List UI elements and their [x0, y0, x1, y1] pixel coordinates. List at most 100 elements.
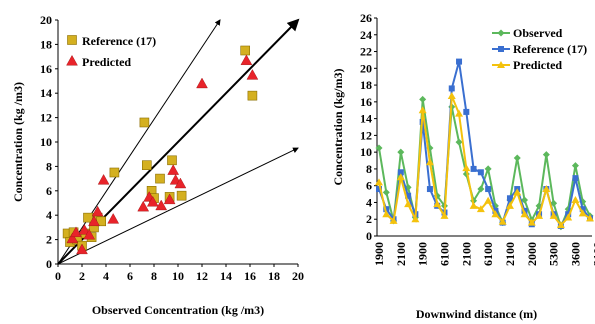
reference-point	[376, 186, 382, 193]
observed-point	[542, 151, 550, 159]
y-tick-label: 20	[40, 13, 52, 27]
legend-diamond-icon	[497, 29, 505, 37]
reference-point	[240, 45, 250, 56]
predicted-point	[520, 210, 529, 218]
predicted-point	[146, 195, 159, 207]
x-tick-label: 16	[244, 269, 256, 283]
x-tick-label: 18	[268, 269, 280, 283]
predicted-point	[137, 200, 150, 212]
y-tick-label: 12	[40, 111, 52, 125]
legend-triangle-icon	[497, 61, 505, 68]
reference-point	[426, 186, 433, 193]
x-tick-label: 5300	[547, 242, 561, 266]
predicted-point	[491, 210, 500, 218]
reference-point	[572, 175, 579, 182]
predicted-point	[505, 201, 514, 209]
predicted-point	[586, 214, 594, 222]
x-tick-label: 2	[79, 269, 85, 283]
reference-point	[83, 212, 93, 223]
x-axis-label: Observed Concentration (kg /m3)	[92, 303, 264, 317]
predicted-point	[527, 218, 536, 226]
legend-triangle-icon	[66, 54, 78, 66]
y-tick-label: 14	[360, 112, 372, 126]
reference-point	[470, 165, 477, 172]
legend-square-icon	[67, 35, 77, 45]
predicted-point	[433, 200, 442, 208]
reference-point	[579, 206, 586, 213]
predicted-point	[155, 199, 168, 211]
legend-square-icon	[498, 46, 504, 52]
predicted-point	[167, 164, 180, 175]
x-tick-label: 14	[220, 269, 232, 283]
predicted-point	[389, 216, 398, 224]
x-tick-label: 6	[127, 269, 133, 283]
reference-point	[506, 195, 513, 202]
y-tick-label: 18	[40, 37, 52, 51]
observed-point	[426, 144, 434, 152]
predicted-point	[107, 213, 120, 224]
series-line	[378, 61, 591, 228]
reference-point	[109, 167, 120, 178]
predicted-point	[163, 193, 176, 205]
predicted-point	[484, 196, 493, 204]
predicted-point	[404, 200, 413, 208]
x-tick-label: 2000	[525, 242, 539, 266]
observed-point	[484, 165, 492, 173]
legend: Reference (17) Predicted	[66, 34, 156, 69]
observed-point	[382, 188, 390, 196]
predicted-point	[498, 217, 507, 225]
predicted-point	[455, 109, 464, 117]
predicted-point	[382, 210, 391, 218]
legend-label: Reference (17)	[513, 42, 587, 56]
predicted-point	[411, 215, 420, 223]
y-tick-label: 4	[366, 195, 372, 209]
observed-point	[513, 154, 521, 162]
y-tick-label: 16	[40, 62, 52, 76]
predicted-point	[535, 211, 544, 219]
x-tick-label: 20	[292, 269, 304, 283]
predicted-point	[240, 54, 253, 65]
y-tick-label: 6	[46, 184, 52, 198]
legend-label: Reference (17)	[82, 34, 156, 48]
reference-point	[448, 85, 455, 92]
y-tick-label: 16	[360, 95, 372, 109]
reference-point	[405, 192, 412, 199]
x-tick-label: 1900	[416, 242, 430, 266]
x-tick-label: 10	[172, 269, 184, 283]
legend-label: Predicted	[82, 55, 131, 69]
y-tick-label: 18	[360, 78, 372, 92]
predicted-point	[76, 243, 88, 255]
predicted-point	[78, 224, 91, 235]
y-tick-label: 20	[360, 61, 372, 75]
predicted-point	[513, 188, 522, 196]
predicted-point	[549, 211, 558, 219]
y-tick-label: 2	[366, 212, 372, 226]
bound-line	[57, 147, 299, 265]
reference-point	[142, 160, 152, 170]
y-tick-label: 0	[46, 257, 52, 271]
predicted-point	[418, 106, 427, 114]
x-tick-label: 0	[55, 269, 61, 283]
y-tick-label: 8	[366, 162, 372, 176]
observed-point	[462, 170, 470, 178]
predicted-point	[469, 201, 478, 209]
predicted-point	[91, 205, 104, 217]
reference-point	[155, 173, 165, 184]
x-tick-label: 4	[103, 269, 109, 283]
x-axis-label: Downwind distance (m)	[416, 307, 537, 321]
reference-point	[477, 169, 484, 176]
x-tick-label: 6100	[481, 242, 495, 266]
x-tick-label: 3600	[568, 242, 582, 266]
predicted-point	[447, 91, 456, 99]
y-axis-label: Concentration (kg/m3)	[331, 69, 345, 186]
y-tick-label: 12	[360, 128, 372, 142]
observed-point	[571, 162, 579, 170]
x-tick-label: 12	[196, 269, 208, 283]
predicted-point	[66, 232, 79, 244]
y-tick-label: 22	[360, 45, 372, 59]
predicted-point	[88, 215, 100, 227]
legend: Observed Reference (17) Predicted	[492, 26, 587, 72]
reference-point	[456, 58, 463, 65]
bound-line	[57, 19, 221, 265]
